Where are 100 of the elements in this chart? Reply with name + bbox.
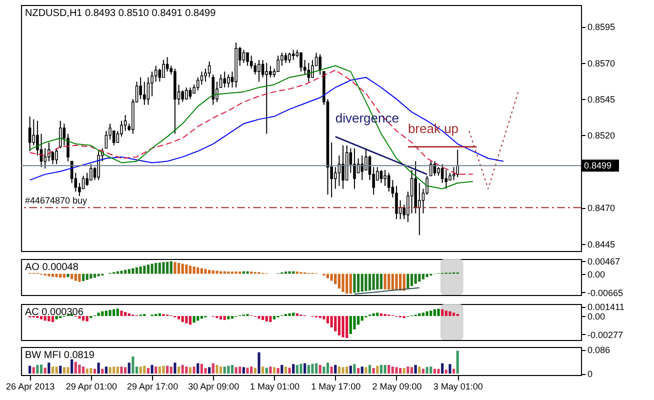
candlestick bbox=[250, 55, 253, 70]
bar bbox=[437, 308, 440, 316]
bar bbox=[78, 364, 81, 374]
candlestick bbox=[139, 76, 142, 100]
bar bbox=[208, 367, 211, 374]
bar bbox=[82, 316, 85, 321]
candlestick bbox=[353, 148, 356, 190]
chart-title: AC 0.000306 bbox=[25, 307, 84, 318]
candlestick bbox=[223, 71, 226, 88]
bar bbox=[208, 270, 211, 274]
candlestick bbox=[284, 52, 288, 64]
bar bbox=[330, 274, 333, 281]
bar bbox=[326, 274, 330, 278]
bar bbox=[219, 271, 222, 274]
bar bbox=[78, 316, 81, 319]
bar bbox=[154, 262, 158, 274]
candlestick bbox=[429, 160, 432, 176]
bar bbox=[104, 310, 108, 316]
bar bbox=[124, 270, 127, 274]
bar bbox=[376, 366, 379, 374]
bar bbox=[196, 267, 200, 274]
bar bbox=[177, 366, 180, 374]
bar bbox=[272, 367, 276, 374]
candlestick bbox=[188, 86, 192, 100]
bar bbox=[70, 359, 74, 374]
y-tick-label: 0.086 bbox=[588, 345, 610, 356]
bar bbox=[395, 367, 398, 374]
candlestick bbox=[32, 118, 36, 146]
bar bbox=[104, 366, 108, 374]
bar bbox=[246, 368, 249, 374]
ref-line-label: 0.8499 bbox=[584, 160, 612, 171]
bar bbox=[48, 362, 50, 374]
line-series bbox=[29, 76, 504, 181]
bar bbox=[433, 368, 436, 374]
bar bbox=[388, 274, 390, 290]
bar bbox=[116, 308, 119, 316]
bar bbox=[304, 363, 306, 374]
bar bbox=[62, 367, 66, 374]
bar bbox=[74, 362, 77, 374]
bar bbox=[200, 268, 203, 274]
bar bbox=[212, 363, 214, 374]
bar bbox=[227, 366, 230, 374]
bar bbox=[414, 364, 417, 374]
bar bbox=[120, 310, 123, 316]
x-tick-label: 1 May 17:00 bbox=[311, 382, 361, 392]
bar bbox=[181, 364, 184, 374]
bar bbox=[334, 364, 337, 374]
bar bbox=[139, 366, 142, 374]
bar bbox=[258, 352, 260, 374]
bar bbox=[139, 266, 142, 274]
bar bbox=[426, 311, 428, 316]
bar bbox=[223, 366, 226, 374]
bar bbox=[380, 274, 383, 290]
candlestick bbox=[143, 81, 146, 106]
candlestick bbox=[146, 76, 150, 106]
bar bbox=[356, 368, 360, 374]
bar bbox=[342, 274, 344, 292]
bar bbox=[162, 262, 165, 274]
bar bbox=[418, 366, 421, 374]
candlestick bbox=[51, 150, 54, 165]
bar bbox=[238, 366, 242, 374]
bar bbox=[330, 366, 333, 374]
candlestick bbox=[360, 154, 364, 181]
candlestick bbox=[440, 164, 444, 184]
bar bbox=[146, 368, 150, 374]
chart-title: NZDUSD,H1 0.8493 0.8510 0.8491 0.8499 bbox=[25, 8, 216, 19]
bar bbox=[346, 316, 348, 338]
candlestick bbox=[124, 114, 127, 132]
candlestick bbox=[242, 49, 246, 64]
chart-title: BW MFI 0.0819 bbox=[25, 350, 95, 361]
bar bbox=[108, 367, 112, 374]
candlestick bbox=[384, 169, 386, 186]
bar bbox=[368, 364, 372, 374]
bar bbox=[410, 274, 414, 286]
bar bbox=[349, 366, 352, 374]
x-tick-label: 29 Apr 17:00 bbox=[127, 382, 178, 392]
candlestick bbox=[456, 149, 459, 178]
bar bbox=[399, 368, 402, 374]
bar bbox=[448, 364, 452, 374]
bar bbox=[223, 316, 226, 320]
bar bbox=[307, 364, 310, 374]
x-tick-label: 29 Apr 01:00 bbox=[66, 382, 117, 392]
y-tick-label: 0.00467 bbox=[588, 256, 620, 266]
bar bbox=[288, 271, 291, 274]
bar bbox=[40, 364, 43, 374]
bar bbox=[74, 274, 77, 281]
bar bbox=[388, 364, 390, 374]
bar bbox=[406, 274, 410, 288]
y-tick-label: 0.8570 bbox=[588, 58, 616, 68]
candlestick bbox=[86, 172, 89, 186]
bar bbox=[330, 316, 333, 328]
bar bbox=[448, 311, 452, 316]
candlestick bbox=[55, 148, 58, 165]
candlestick bbox=[150, 71, 154, 97]
candlestick bbox=[410, 169, 414, 214]
candlestick bbox=[185, 86, 188, 100]
bar bbox=[219, 366, 222, 374]
bar bbox=[349, 274, 352, 294]
x-tick-label: 26 Apr 2013 bbox=[6, 382, 55, 392]
candlestick bbox=[380, 169, 383, 184]
